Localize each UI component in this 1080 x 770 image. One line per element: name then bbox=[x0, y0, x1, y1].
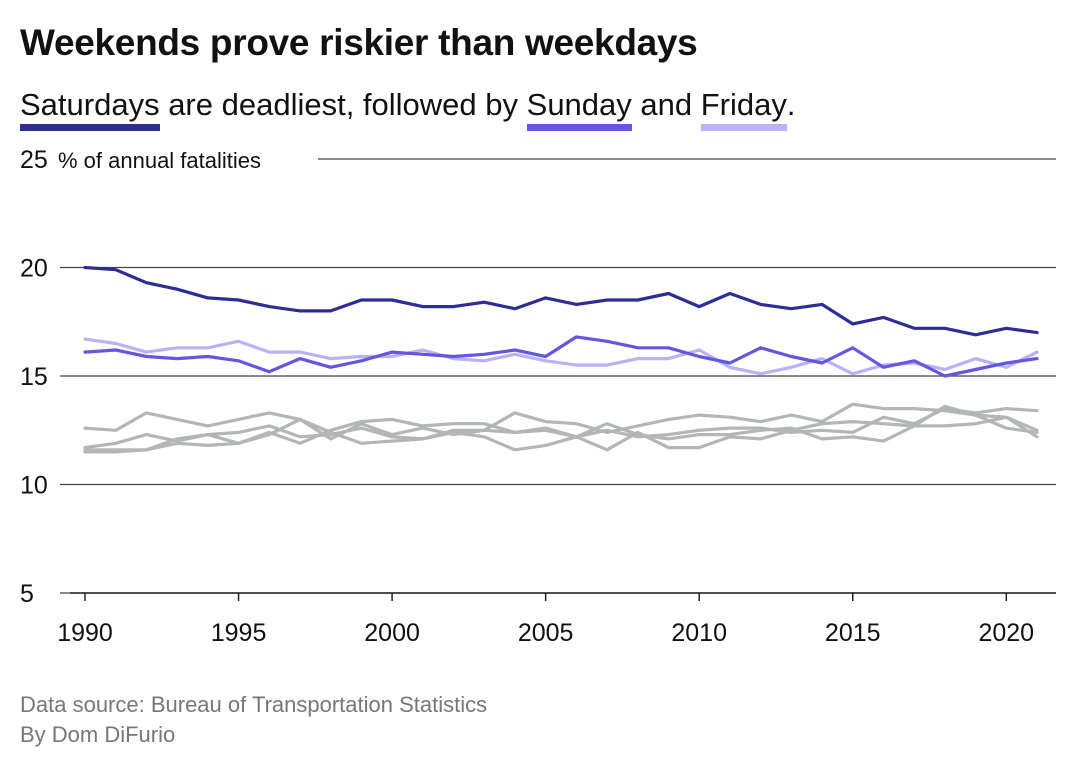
x-tick-label-2005: 2005 bbox=[518, 619, 574, 647]
series-line-thursday bbox=[83, 407, 1039, 450]
y-tick-label-25: 25 bbox=[20, 146, 48, 174]
byline: By Dom DiFurio bbox=[20, 722, 176, 747]
series-lines bbox=[83, 265, 1039, 454]
x-tick-label-2010: 2010 bbox=[671, 619, 727, 647]
series-line-saturday bbox=[83, 265, 1039, 337]
y-tick-label-15: 15 bbox=[20, 363, 48, 391]
series-line-friday bbox=[83, 337, 1039, 376]
x-tick-label-1990: 1990 bbox=[57, 619, 113, 647]
y-tick-label-10: 10 bbox=[20, 472, 48, 500]
series-line-sunday bbox=[83, 335, 1039, 378]
axes: 5 10 15 20 25 % of annual fatalities 1990 1995 2… bbox=[20, 146, 1056, 647]
x-tick-label-1995: 1995 bbox=[211, 619, 267, 647]
x-tick-label-2000: 2000 bbox=[364, 619, 420, 647]
data-source: Data source: Bureau of Transportation St… bbox=[20, 692, 488, 717]
y-tick-label-20: 20 bbox=[20, 255, 48, 283]
subtitle-sunday: Sunday bbox=[526, 86, 632, 131]
subtitle-text-3: . bbox=[786, 87, 796, 122]
subtitle-saturdays: Saturdays bbox=[20, 86, 160, 131]
series-line-monday bbox=[83, 402, 1039, 441]
chart-footer: Data source: Bureau of Transportation St… bbox=[20, 690, 487, 750]
gridlines bbox=[60, 158, 1056, 594]
subtitle-friday: Friday bbox=[700, 86, 787, 131]
chart-subtitle: Saturdays are deadliest, followed by Sun… bbox=[20, 86, 796, 131]
x-tick-label-2015: 2015 bbox=[825, 619, 881, 647]
y-tick-label-5: 5 bbox=[20, 580, 34, 608]
y-axis-label: % of annual fatalities bbox=[58, 148, 261, 173]
chart-title: Weekends prove riskier than weekdays bbox=[20, 22, 698, 63]
subtitle-text-2: and bbox=[631, 87, 701, 122]
subtitle-text-1: are deadliest, followed by bbox=[159, 87, 527, 122]
x-tick-label-2020: 2020 bbox=[978, 619, 1034, 647]
